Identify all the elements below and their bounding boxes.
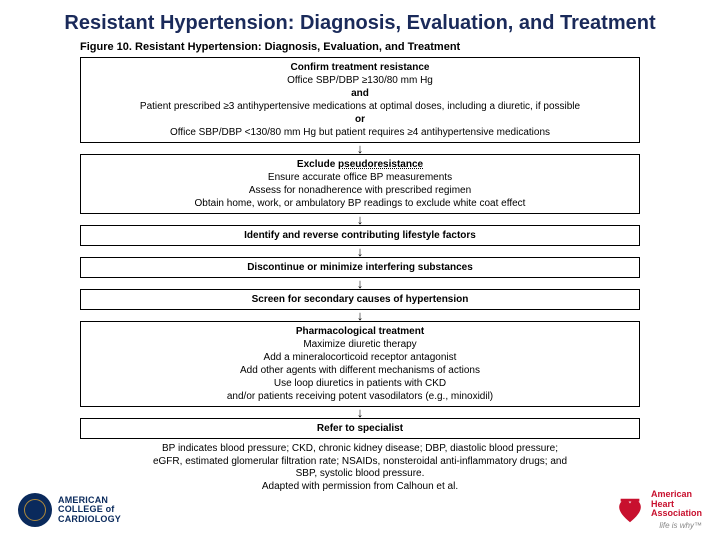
box-line: Office SBP/DBP ≥130/80 mm Hg — [87, 74, 633, 87]
figure-caption: Figure 10. Resistant Hypertension: Diagn… — [0, 41, 720, 57]
flow-box-lifestyle: Identify and reverse contributing lifest… — [80, 225, 640, 246]
aha-logo-text: American Heart Association — [651, 490, 702, 518]
box-line: Office SBP/DBP <130/80 mm Hg but patient… — [87, 126, 633, 139]
box-heading: Pharmacological treatment — [296, 326, 424, 337]
footer: AMERICAN COLLEGE of CARDIOLOGY American … — [0, 486, 720, 534]
flow-arrow-icon: ↓ — [80, 407, 640, 418]
box-line: and — [87, 87, 633, 100]
acc-logo: AMERICAN COLLEGE of CARDIOLOGY — [18, 493, 121, 527]
acc-logo-text: AMERICAN COLLEGE of CARDIOLOGY — [58, 496, 121, 524]
acc-seal-icon — [18, 493, 52, 527]
flowchart: Confirm treatment resistance Office SBP/… — [80, 57, 640, 439]
box-line: Ensure accurate office BP measurements — [87, 171, 633, 184]
box-line: Obtain home, work, or ambulatory BP read… — [87, 197, 633, 210]
box-heading: Exclude pseudoresistance — [297, 159, 423, 170]
flow-box-pharma: Pharmacological treatment Maximize diure… — [80, 321, 640, 407]
box-line: Add a mineralocorticoid receptor antagon… — [87, 351, 633, 364]
box-line: or — [87, 113, 633, 126]
box-heading: Discontinue or minimize interfering subs… — [247, 262, 473, 273]
flow-box-confirm: Confirm treatment resistance Office SBP/… — [80, 57, 640, 143]
box-line: Use loop diuretics in patients with CKD — [87, 377, 633, 390]
box-line: Patient prescribed ≥3 antihypertensive m… — [87, 100, 633, 113]
flow-box-refer: Refer to specialist — [80, 418, 640, 439]
box-line: Maximize diuretic therapy — [87, 338, 633, 351]
box-heading: Identify and reverse contributing lifest… — [244, 230, 476, 241]
box-line: and/or patients receiving potent vasodil… — [87, 390, 633, 403]
box-line: Add other agents with different mechanis… — [87, 364, 633, 377]
box-line: Assess for nonadherence with prescribed … — [87, 184, 633, 197]
flow-arrow-icon: ↓ — [80, 143, 640, 154]
aha-logo: American Heart Association life is why™ — [615, 490, 702, 529]
flow-box-exclude: Exclude pseudoresistance Ensure accurate… — [80, 154, 640, 214]
box-heading: Refer to specialist — [317, 423, 403, 434]
flow-arrow-icon: ↓ — [80, 246, 640, 257]
slide-title: Resistant Hypertension: Diagnosis, Evalu… — [0, 0, 720, 41]
aha-tagline: life is why™ — [651, 521, 702, 530]
flow-box-discontinue: Discontinue or minimize interfering subs… — [80, 257, 640, 278]
box-heading: Confirm treatment resistance — [291, 62, 430, 73]
box-heading: Screen for secondary causes of hypertens… — [252, 294, 469, 305]
aha-heart-icon — [615, 495, 645, 525]
flow-arrow-icon: ↓ — [80, 310, 640, 321]
flow-arrow-icon: ↓ — [80, 214, 640, 225]
flow-arrow-icon: ↓ — [80, 278, 640, 289]
flow-box-screen: Screen for secondary causes of hypertens… — [80, 289, 640, 310]
